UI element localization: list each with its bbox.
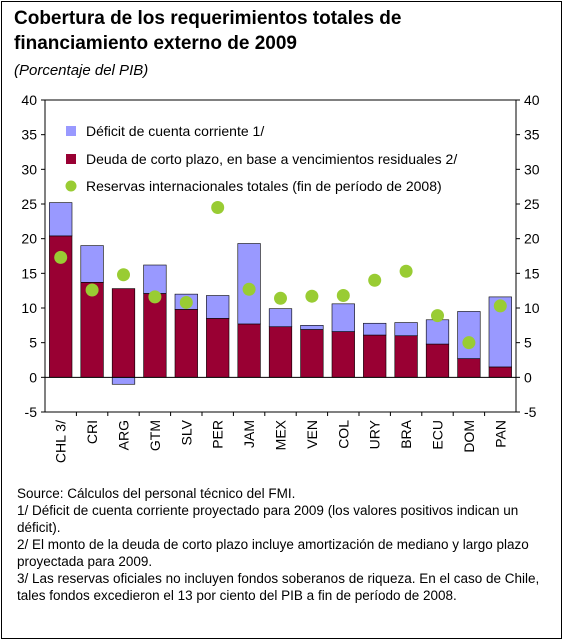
bar-debt bbox=[300, 329, 324, 378]
y-tick-label-right: -5 bbox=[524, 404, 537, 420]
bar-deficit bbox=[268, 308, 293, 328]
bar-debt bbox=[143, 293, 167, 378]
reserves-point bbox=[274, 291, 287, 305]
reserves-point bbox=[211, 200, 225, 214]
reserves-point bbox=[148, 290, 162, 304]
plot-area bbox=[44, 99, 517, 413]
reserves-point bbox=[336, 289, 350, 303]
y-tick-label-left: -5 bbox=[25, 404, 38, 420]
x-tick-label: CRI bbox=[84, 420, 100, 444]
reserves-point bbox=[493, 299, 507, 313]
reserves-point bbox=[305, 289, 319, 303]
bar-deficit bbox=[143, 264, 167, 294]
y-tick-label-right: 5 bbox=[524, 335, 532, 351]
chart-subtitle: (Porcentaje del PIB) bbox=[14, 62, 149, 79]
legend-label: Déficit de cuenta corriente 1/ bbox=[86, 123, 264, 139]
y-tick-label-right: 10 bbox=[524, 300, 540, 316]
source-note: Source: Cálculos del personal técnico de… bbox=[17, 486, 296, 501]
reserves-point bbox=[242, 282, 256, 296]
title-line-1: Cobertura de los requerimientos totales … bbox=[14, 8, 402, 29]
x-tick-label: MEX bbox=[273, 419, 289, 450]
bar-debt bbox=[80, 282, 104, 378]
y-tick-label-right: 15 bbox=[524, 265, 540, 281]
y-tick-label-left: 15 bbox=[21, 265, 37, 281]
x-tick-label: JAM bbox=[241, 420, 257, 448]
reserves-point bbox=[368, 273, 382, 287]
footnote-3: 3/ Las reservas oficiales no incluyen fo… bbox=[17, 571, 540, 603]
y-tick-label-left: 25 bbox=[21, 196, 37, 212]
y-tick-label-left: 35 bbox=[21, 127, 37, 143]
bar-debt bbox=[111, 288, 136, 378]
reserves-point bbox=[399, 264, 413, 278]
x-tick-label: PAN bbox=[492, 420, 508, 448]
y-tick-label-left: 5 bbox=[29, 335, 37, 351]
x-tick-label: COL bbox=[335, 420, 351, 449]
x-tick-label: SLV bbox=[178, 419, 194, 445]
x-tick-label: DOM bbox=[461, 420, 477, 453]
title-line-2: financiamiento externo de 2009 bbox=[14, 33, 297, 54]
footnote-2: 2/ El monto de la deuda de corto plazo i… bbox=[17, 537, 529, 569]
x-tick-label: GTM bbox=[147, 420, 163, 451]
reserves-point bbox=[85, 283, 99, 297]
y-tick-label-right: 0 bbox=[524, 369, 532, 385]
bar-deficit bbox=[363, 322, 387, 336]
y-tick-label-right: 20 bbox=[524, 231, 540, 247]
bar-debt bbox=[363, 334, 387, 378]
bar-debt bbox=[394, 335, 418, 378]
bar-debt bbox=[457, 358, 481, 378]
reserves-point bbox=[462, 336, 476, 350]
x-tick-label: BRA bbox=[398, 419, 414, 448]
bar-debt bbox=[268, 326, 293, 378]
y-tick-label-left: 30 bbox=[21, 161, 37, 177]
footnote-1: 1/ Déficit de cuenta corriente proyectad… bbox=[17, 503, 519, 535]
bar-deficit bbox=[457, 311, 481, 359]
reserves-point bbox=[54, 250, 68, 264]
bar-debt bbox=[488, 366, 512, 378]
legend-swatch-debt bbox=[66, 154, 76, 164]
y-tick-label-left: 40 bbox=[21, 92, 37, 108]
legend-label: Reservas internacionales totales (fin de… bbox=[86, 178, 442, 194]
bar-debt bbox=[174, 309, 198, 378]
bar-debt bbox=[206, 318, 230, 378]
reserves-point bbox=[179, 295, 193, 309]
x-tick-label: CHL 3/ bbox=[53, 420, 69, 463]
bar-deficit bbox=[49, 202, 73, 237]
y-tick-label-right: 30 bbox=[524, 161, 540, 177]
y-tick-label-right: 25 bbox=[524, 196, 540, 212]
bar-deficit bbox=[331, 303, 355, 332]
bar-debt bbox=[237, 323, 261, 378]
bar-deficit bbox=[300, 325, 324, 330]
bar-deficit bbox=[394, 322, 418, 337]
x-tick-label: VEN bbox=[304, 420, 320, 449]
x-tick-label: URY bbox=[367, 419, 383, 449]
y-tick-label-right: 35 bbox=[524, 127, 540, 143]
bar-debt bbox=[425, 343, 450, 378]
footnotes: Source: Cálculos del personal técnico de… bbox=[17, 485, 547, 604]
reserves-point bbox=[431, 309, 444, 323]
y-tick-label-left: 20 bbox=[21, 231, 37, 247]
legend-label: Deuda de corto plazo, en base a vencimie… bbox=[86, 151, 457, 167]
bar-deficit bbox=[488, 296, 512, 368]
bar-deficit bbox=[111, 377, 136, 385]
x-tick-label: ECU bbox=[430, 420, 446, 450]
y-tick-label-left: 0 bbox=[29, 369, 37, 385]
legend-swatch-deficit bbox=[66, 126, 76, 136]
bar-deficit bbox=[425, 319, 450, 345]
bar-deficit bbox=[80, 245, 104, 283]
chart-title: Cobertura de los requerimientos totales … bbox=[14, 6, 554, 56]
reserves-point bbox=[117, 268, 130, 282]
x-tick-label: ARG bbox=[116, 420, 132, 450]
legend-swatch-reserves bbox=[65, 180, 77, 192]
bar-debt bbox=[331, 331, 355, 378]
y-tick-label-left: 10 bbox=[21, 300, 37, 316]
bar-deficit bbox=[206, 295, 230, 319]
x-tick-label: PER bbox=[210, 420, 226, 449]
y-tick-label-right: 40 bbox=[524, 92, 540, 108]
